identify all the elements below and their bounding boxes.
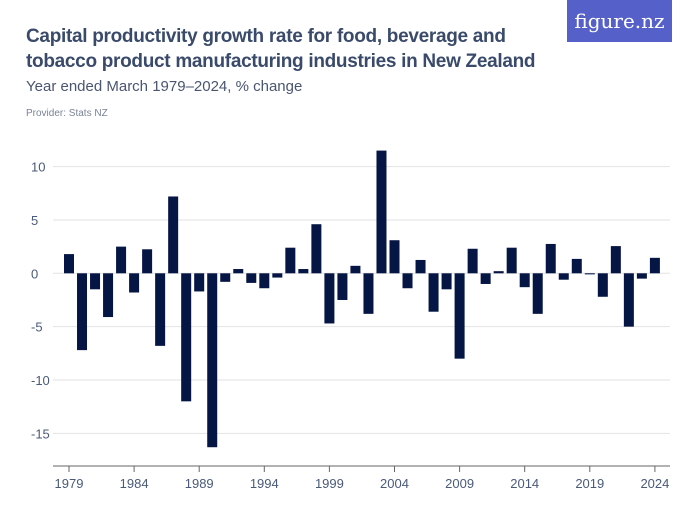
x-tick-label: 2014 <box>510 476 539 491</box>
bar-1995 <box>272 273 283 278</box>
bar-1987 <box>168 196 179 274</box>
bar-2018 <box>571 258 582 274</box>
bar-1996 <box>285 247 296 274</box>
bar-2008 <box>441 273 452 290</box>
bar-1992 <box>233 269 244 274</box>
bar-1999 <box>324 273 335 324</box>
bar-2009 <box>454 273 465 359</box>
bar-1991 <box>220 273 231 282</box>
x-tick-label: 2024 <box>640 476 669 491</box>
bar-2006 <box>415 259 426 274</box>
bar-2011 <box>480 273 491 284</box>
bar-2002 <box>363 273 374 314</box>
bar-2013 <box>506 247 517 274</box>
x-tick-label: 1989 <box>185 476 214 491</box>
bar-2003 <box>376 150 387 274</box>
bar-2020 <box>597 273 608 297</box>
bar-1998 <box>311 224 322 274</box>
bar-2004 <box>389 240 400 274</box>
y-tick-label: -15 <box>31 426 50 441</box>
y-tick-label: -5 <box>31 320 43 335</box>
x-tick-label: 2004 <box>380 476 409 491</box>
bar-1983 <box>116 246 127 274</box>
bar-1979 <box>64 254 74 274</box>
bar-1993 <box>246 273 257 283</box>
bar-2014 <box>519 273 530 288</box>
bar-2021 <box>610 246 621 274</box>
x-tick-label: 2019 <box>575 476 604 491</box>
bar-2012 <box>493 271 504 274</box>
bar-1994 <box>259 273 270 289</box>
y-tick-label: 10 <box>31 160 45 175</box>
bar-1997 <box>298 269 309 274</box>
bar-2010 <box>467 248 478 274</box>
x-tick-label: 1999 <box>315 476 344 491</box>
bar-2022 <box>623 273 634 327</box>
bar-1989 <box>194 273 205 292</box>
bar-1988 <box>181 273 192 402</box>
bar-2015 <box>532 273 543 314</box>
bar-1985 <box>142 249 153 274</box>
bar-2016 <box>545 243 556 274</box>
bar-2023 <box>636 273 647 279</box>
chart-title: Capital productivity growth rate for foo… <box>26 26 536 72</box>
bar-2024 <box>649 257 660 274</box>
y-tick-label: 0 <box>31 266 38 281</box>
bar-2005 <box>402 273 413 289</box>
bar-1990 <box>207 273 218 448</box>
bar-1986 <box>155 273 166 346</box>
bar-1982 <box>103 273 114 318</box>
bar-2000 <box>337 273 348 300</box>
bar-1981 <box>90 273 101 290</box>
y-tick-label: -10 <box>31 373 50 388</box>
chart-subtitle: Year ended March 1979–2024, % change <box>26 78 303 95</box>
bar-2001 <box>350 265 361 274</box>
x-tick-label: 1984 <box>120 476 149 491</box>
x-tick-label: 1979 <box>55 476 84 491</box>
x-tick-label: 1994 <box>250 476 279 491</box>
bar-2019 <box>584 273 595 275</box>
bar-1980 <box>77 273 88 351</box>
bar-1984 <box>129 273 140 293</box>
x-tick-label: 2009 <box>445 476 474 491</box>
bar-2007 <box>428 273 439 312</box>
provider-label: Provider: Stats NZ <box>26 108 108 119</box>
figure-nz-logo[interactable]: figure.nz <box>567 0 672 42</box>
bar-2017 <box>558 273 569 280</box>
y-tick-label: 5 <box>31 213 38 228</box>
